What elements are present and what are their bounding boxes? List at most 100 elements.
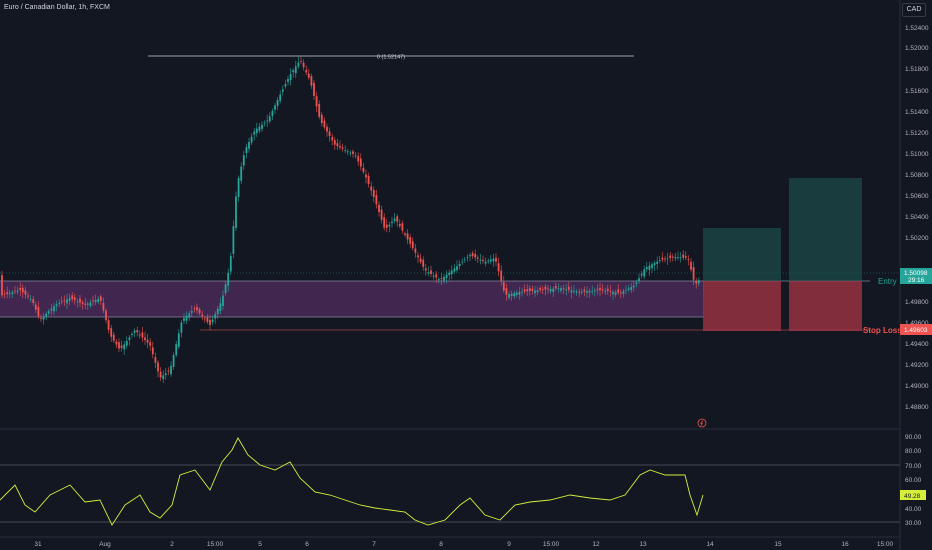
current-price-text: 1.50098 — [904, 270, 928, 277]
symbol-title[interactable]: Euro / Canadian Dollar, 1h, FXCM — [4, 4, 110, 11]
candle-body — [448, 272, 451, 276]
candle-body — [622, 291, 625, 295]
price-tick-label: 1.51800 — [905, 66, 929, 73]
time-tick-label: 15:00 — [877, 541, 894, 548]
candle-body — [692, 267, 695, 280]
candle-body — [567, 286, 570, 290]
candle-body — [40, 318, 42, 320]
candle-body — [632, 285, 635, 288]
candle-body — [398, 223, 401, 227]
candle-body — [469, 255, 471, 257]
candle-body — [310, 76, 313, 86]
candle-body — [422, 259, 425, 267]
candle-body — [271, 110, 274, 117]
price-tick-label: 1.50600 — [905, 193, 929, 200]
candle-body — [71, 295, 74, 300]
price-tick-label: 1.49400 — [905, 341, 929, 348]
candle-body — [552, 288, 555, 292]
candle-body — [539, 287, 542, 290]
candle-body — [554, 286, 557, 289]
candle-body — [76, 301, 79, 303]
candle-body — [149, 342, 152, 346]
price-tick-label: 1.51000 — [905, 151, 929, 158]
candle-body — [1, 274, 3, 296]
candle-body — [19, 288, 22, 291]
candle-body — [414, 248, 417, 253]
candle-body — [318, 103, 321, 117]
time-axis[interactable]: 31 Aug 2 15:00 5 6 7 8 9 15:00 12 13 14 15 16 15:00 — [34, 541, 893, 548]
candle-body — [393, 218, 396, 221]
candle-body — [196, 307, 198, 311]
candle-body — [203, 318, 206, 320]
rsi-tick-label: 80.00 — [905, 448, 922, 455]
candle-body — [29, 298, 32, 300]
candle-body — [484, 261, 487, 264]
candle-body — [55, 304, 58, 306]
candle-body — [219, 303, 222, 312]
candle-body — [37, 306, 40, 316]
candle-body — [185, 315, 188, 321]
candle-body — [107, 320, 110, 330]
candle-body — [222, 295, 224, 307]
candle-body — [591, 290, 594, 292]
price-tick-label: 1.49800 — [905, 299, 929, 306]
candle-body — [367, 175, 370, 184]
candle-body — [677, 257, 679, 259]
candle-body — [326, 126, 328, 132]
candle-body — [27, 295, 29, 297]
candle-body — [489, 259, 492, 262]
candle-body — [385, 224, 388, 228]
candle-body — [63, 300, 66, 302]
candle-body — [170, 365, 172, 375]
price-tick-label: 1.51600 — [905, 88, 929, 95]
candle-body — [596, 289, 599, 291]
time-tick-label: 7 — [372, 541, 376, 548]
candle-body — [206, 317, 209, 323]
candle-body — [580, 291, 583, 293]
price-axis[interactable]: 1.52400 1.52000 1.51800 1.51600 1.51400 1.512… — [905, 25, 929, 411]
time-tick-label: 12 — [592, 541, 600, 548]
candle-body — [609, 290, 612, 292]
risk-box-1[interactable] — [703, 281, 781, 331]
candle-body — [544, 286, 547, 290]
candle-body — [417, 255, 419, 258]
currency-selector[interactable]: CAD — [902, 3, 926, 17]
risk-box-2[interactable] — [789, 281, 862, 331]
candle-body — [331, 137, 334, 141]
candle-body — [500, 270, 503, 281]
candle-body — [34, 304, 37, 310]
candle-body — [333, 140, 336, 145]
candle-body — [84, 303, 87, 305]
rsi-pane[interactable] — [0, 437, 900, 526]
candle-body — [320, 114, 323, 123]
candle-body — [227, 272, 230, 286]
candle-body — [32, 299, 35, 303]
candle-body — [281, 89, 284, 92]
candle-body — [190, 310, 193, 313]
candle-body — [224, 284, 227, 294]
candle-body — [674, 257, 677, 259]
candle-body — [583, 289, 586, 292]
candle-body — [536, 290, 539, 293]
lightning-icon[interactable] — [697, 418, 707, 428]
candle-body — [211, 319, 214, 323]
fib-level-label: 0 (1.52147) — [377, 55, 405, 61]
candle-body — [159, 371, 162, 378]
rsi-tick-label: 70.00 — [905, 463, 922, 470]
rsi-line — [0, 437, 704, 526]
rsi-axis[interactable]: 90.00 80.00 70.00 60.00 40.00 30.00 — [905, 434, 922, 527]
candle-body — [177, 333, 180, 347]
reward-box-1[interactable] — [703, 228, 781, 281]
candle-body — [614, 292, 617, 295]
fibonacci-retracement[interactable]: 0 (1.52147)0.382 (1.50957)0.5 (1.50590)0… — [148, 0, 634, 61]
supply-demand-zone[interactable] — [0, 281, 704, 317]
reward-box-2[interactable] — [789, 178, 862, 281]
candle-body — [630, 287, 633, 291]
candle-body — [193, 308, 196, 310]
candle-body — [300, 61, 302, 63]
candle-body — [502, 282, 505, 291]
candle-body — [323, 120, 326, 128]
candle-body — [497, 263, 500, 272]
candle-body — [560, 288, 562, 291]
